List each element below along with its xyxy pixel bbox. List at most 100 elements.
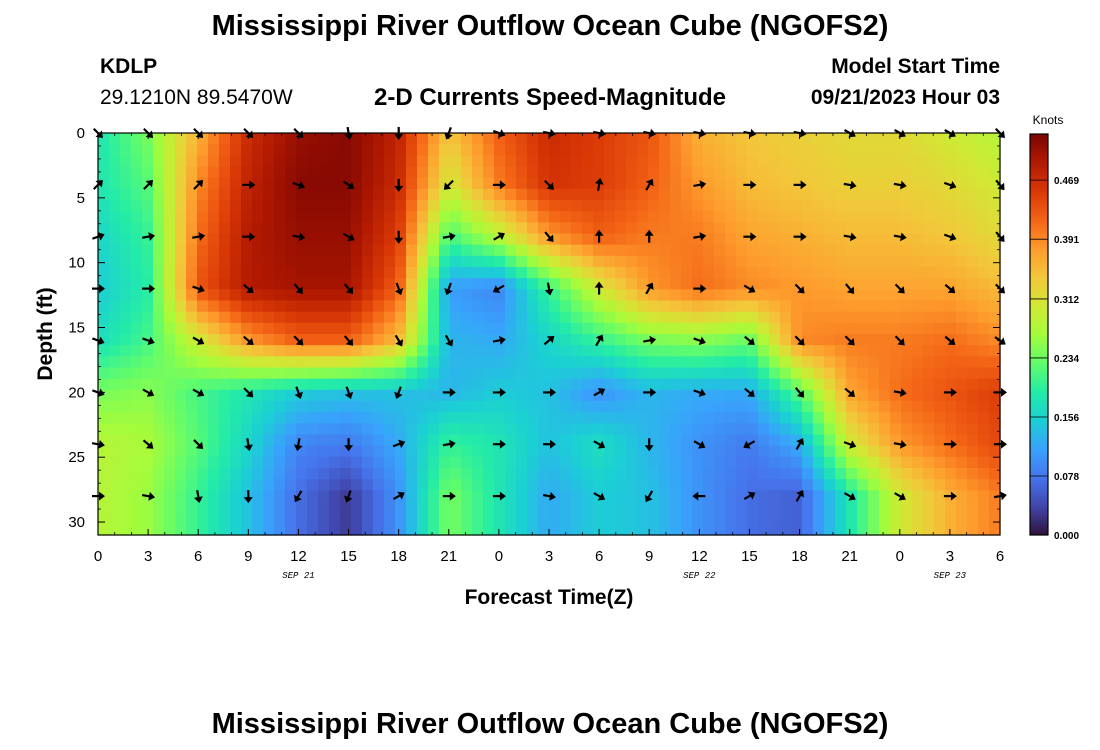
heatmap-cell <box>340 412 352 424</box>
heatmap-cell <box>153 244 165 257</box>
heatmap-cell <box>934 334 946 346</box>
heatmap-cell <box>978 244 990 257</box>
heatmap-cell <box>571 166 583 179</box>
heatmap-cell <box>384 401 396 413</box>
heatmap-cell <box>296 200 308 212</box>
heatmap-cell <box>472 311 484 324</box>
heatmap-cell <box>604 512 616 525</box>
heatmap-cell <box>692 378 704 391</box>
heatmap-cell <box>109 490 121 503</box>
current-vector-arrow <box>593 388 606 397</box>
current-vector-arrow <box>645 282 654 295</box>
heatmap-cell <box>769 322 781 335</box>
heatmap-cell <box>868 144 880 156</box>
heatmap-cell <box>417 233 429 246</box>
heatmap-cell <box>989 144 1001 156</box>
heatmap-cell <box>813 166 825 179</box>
heatmap-cell <box>516 468 528 480</box>
heatmap-cell <box>626 523 638 536</box>
current-vector-arrow <box>743 440 756 449</box>
heatmap-cell <box>439 188 451 201</box>
heatmap-cell <box>472 334 484 346</box>
heatmap-cell <box>791 177 803 190</box>
heatmap-cell <box>989 334 1001 346</box>
heatmap-cell <box>648 401 660 413</box>
heatmap-cell <box>901 144 913 156</box>
heatmap-cell <box>714 255 726 268</box>
heatmap-cell <box>736 244 748 257</box>
current-vector-arrow <box>193 179 204 190</box>
heatmap-cell <box>626 412 638 424</box>
heatmap-cell <box>362 401 374 413</box>
heatmap-cell <box>494 468 506 480</box>
heatmap-cell <box>967 133 979 145</box>
heatmap-cell <box>252 412 264 424</box>
heatmap-cell <box>868 434 880 447</box>
heatmap-cell <box>736 479 748 491</box>
heatmap-cell <box>780 423 792 436</box>
heatmap-cell <box>483 334 495 346</box>
heatmap-cell <box>527 367 539 380</box>
heatmap-cell <box>736 289 748 302</box>
heatmap-cell <box>450 155 462 168</box>
heatmap-cell <box>142 378 154 391</box>
heatmap-cell <box>901 512 913 525</box>
heatmap-cell <box>549 401 561 413</box>
heatmap-cell <box>813 378 825 391</box>
heatmap-cell <box>857 200 869 212</box>
heatmap-cell <box>615 456 627 469</box>
heatmap-cell <box>736 490 748 503</box>
current-vector-arrow <box>392 439 406 449</box>
heatmap-cell <box>813 155 825 168</box>
heatmap-cell <box>219 244 231 257</box>
heatmap-cell <box>274 289 286 302</box>
heatmap-cell <box>934 423 946 436</box>
heatmap-cell <box>318 523 330 536</box>
heatmap-cell <box>208 222 220 235</box>
heatmap-cell <box>450 188 462 201</box>
heatmap-cell <box>791 255 803 268</box>
current-vector-arrow <box>293 127 304 138</box>
heatmap-cell <box>549 244 561 257</box>
heatmap-cell <box>967 144 979 156</box>
heatmap-cell <box>780 155 792 168</box>
heatmap-cell <box>494 356 506 369</box>
heatmap-cell <box>384 255 396 268</box>
heatmap-cell <box>494 200 506 212</box>
heatmap-cell <box>901 166 913 179</box>
current-vector-arrow <box>743 232 757 242</box>
heatmap-cell <box>197 188 209 201</box>
heatmap-cell <box>923 412 935 424</box>
heatmap-cell <box>582 144 594 156</box>
heatmap-cell <box>659 255 671 268</box>
heatmap-cell <box>219 389 231 402</box>
heatmap-cell <box>571 434 583 447</box>
heatmap-cell <box>120 188 132 201</box>
heatmap-cell <box>659 222 671 235</box>
heatmap-cell <box>263 445 275 458</box>
heatmap-cell <box>846 133 858 145</box>
heatmap-cell <box>395 356 407 369</box>
heatmap-cell <box>505 456 517 469</box>
heatmap-cell <box>582 244 594 257</box>
heatmap-cell <box>648 423 660 436</box>
current-vector-arrow <box>543 336 555 346</box>
heatmap-cell <box>681 255 693 268</box>
heatmap-cell <box>186 289 198 302</box>
heatmap-cell <box>230 512 242 525</box>
heatmap-cell <box>824 322 836 335</box>
heatmap-cell <box>219 166 231 179</box>
heatmap-cell <box>351 434 363 447</box>
current-vector-arrow <box>693 180 707 190</box>
heatmap-cell <box>428 255 440 268</box>
heatmap-cell <box>428 512 440 525</box>
heatmap-cell <box>626 490 638 503</box>
heatmap-cell <box>362 311 374 324</box>
heatmap-cell <box>384 468 396 480</box>
heatmap-cell <box>417 389 429 402</box>
heatmap-cell <box>989 468 1001 480</box>
heatmap-cell <box>131 512 143 525</box>
heatmap-cell <box>593 356 605 369</box>
heatmap-cell <box>472 501 484 514</box>
heatmap-cell <box>252 445 264 458</box>
